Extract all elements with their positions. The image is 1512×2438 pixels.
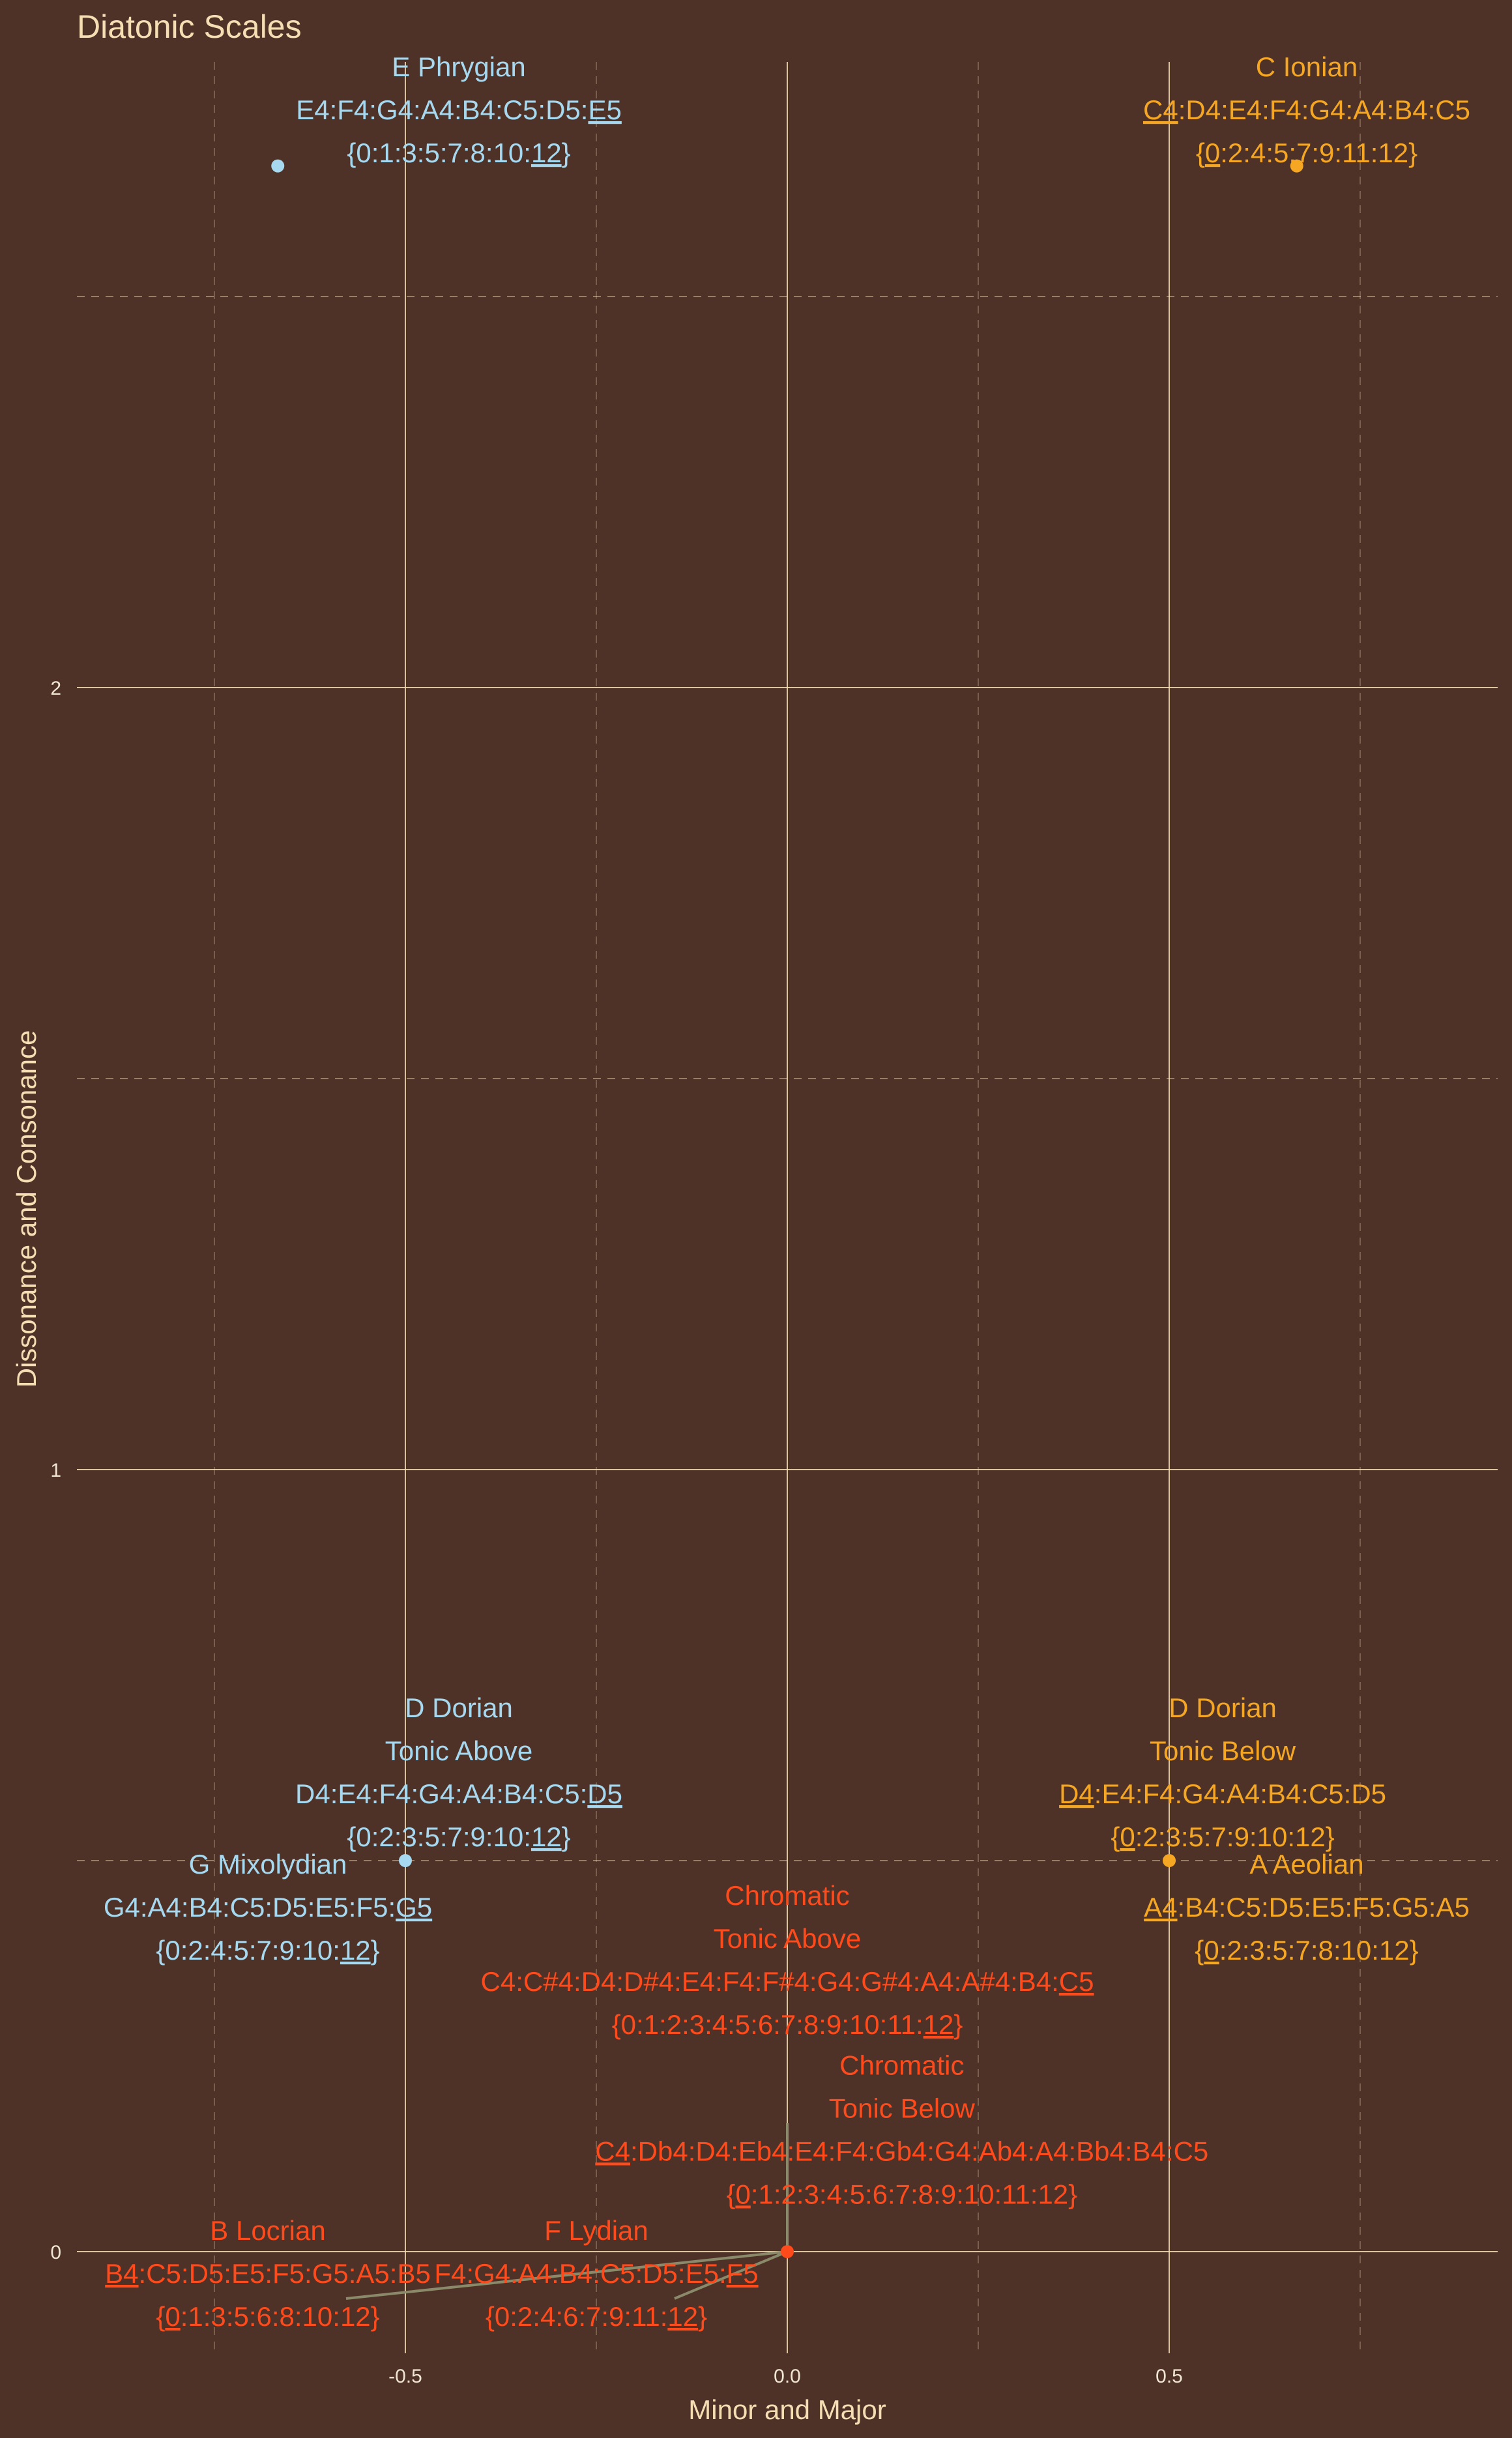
point-label-name: G Mixolydian [189,1849,347,1879]
y-tick-label: 1 [50,1460,61,1481]
point-label: G Mixolydian G4:A4:B4:C5:D5:E5:F5:G5 {0:2:… [104,1849,432,1966]
point-label-intervals: {0:2:4:5:7:9:10:12} [156,1935,379,1966]
data-point [781,2245,794,2258]
point-label: F Lydian F4:G4:A4:B4:C5:D5:E5:F5 {0:2:4:6:… [434,2215,758,2332]
point-label-intervals: {0:1:2:3:4:5:6:7:8:9:10:11:12} [726,2179,1077,2209]
point-label: E Phrygian E4:F4:G4:A4:B4:C5:D5:E5 {0:1:3:… [296,51,622,168]
label-connector [345,2250,788,2300]
point-label-intervals: {0:2:3:5:7:9:10:12} [1111,1821,1334,1852]
data-point [1163,1854,1176,1867]
axis-layer: -0.5 0.0 0.5 0 1 2 [50,678,1183,2387]
point-label-name: E Phrygian [392,51,525,82]
point-label-notes: E4:F4:G4:A4:B4:C5:D5:E5 [296,94,622,125]
point-layer [271,159,1303,2258]
point-label-intervals: {0:1:2:3:4:5:6:7:8:9:10:11:12} [612,2009,963,2040]
point-label-name: Tonic Above [385,1735,533,1766]
data-point [1290,159,1303,173]
point-label: Chromatic Tonic Below C4:Db4:D4:Eb4:E4:F4:… [595,2050,1208,2209]
data-point [398,1854,412,1867]
point-label-notes: C4:C#4:D4:D#4:E4:F4:F#4:G4:G#4:A4:A#4:B4… [481,1966,1094,1997]
point-label-notes: C4:Db4:D4:Eb4:E4:F4:Gb4:G4:Ab4:A4:Bb4:B4… [595,2136,1208,2166]
point-label-intervals: {0:1:3:5:7:8:10:12} [347,138,570,168]
point-label-intervals: {0:2:4:6:7:9:11:12} [486,2301,707,2332]
point-label-name: Chromatic [839,2050,964,2080]
point-label-name: A Aeolian [1249,1849,1363,1879]
point-label-name: B Locrian [210,2215,325,2246]
point-label-name: Tonic Above [714,1923,862,1954]
data-point [271,159,285,173]
point-label-name: Tonic Below [1150,1735,1296,1766]
label-connector [674,2250,788,2300]
point-label-notes: C4:D4:E4:F4:G4:A4:B4:C5 [1143,94,1470,125]
x-axis-title: Minor and Major [688,2394,886,2425]
point-label-name: D Dorian [1169,1692,1277,1723]
point-label-notes: D4:E4:F4:G4:A4:B4:C5:D5 [1059,1778,1386,1809]
point-label: Chromatic Tonic Above C4:C#4:D4:D#4:E4:F4:… [481,1880,1094,2040]
point-label: D Dorian Tonic Below D4:E4:F4:G4:A4:B4:C5:… [1059,1692,1386,1852]
point-label-intervals: {0:2:3:5:7:8:10:12} [1195,1935,1418,1966]
point-label-notes: B4:C5:D5:E5:F5:G5:A5:B5 [105,2258,431,2289]
point-label-notes: F4:G4:A4:B4:C5:D5:E5:F5 [434,2258,758,2289]
point-label: D Dorian Tonic Above D4:E4:F4:G4:A4:B4:C5:… [295,1692,622,1852]
point-label-notes: D4:E4:F4:G4:A4:B4:C5:D5 [295,1778,622,1809]
point-label: A Aeolian A4:B4:C5:D5:E5:F5:G5:A5 {0:2:3:5… [1144,1849,1470,1966]
point-label-intervals: {0:1:3:5:6:8:10:12} [156,2301,379,2332]
y-tick-label: 2 [50,678,61,699]
x-tick-label: -0.5 [388,2366,422,2387]
point-label-name: F Lydian [544,2215,648,2246]
chart-title: Diatonic Scales [77,8,302,45]
point-label-intervals: {0:2:4:5:7:9:11:12} [1196,138,1418,168]
x-tick-label: 0.0 [774,2366,801,2387]
x-tick-label: 0.5 [1156,2366,1183,2387]
y-tick-label: 0 [50,2242,61,2263]
y-axis-title: Dissonance and Consonance [11,1030,42,1388]
point-label-name: D Dorian [405,1692,513,1723]
label-layer: E Phrygian E4:F4:G4:A4:B4:C5:D5:E5 {0:1:3:… [104,51,1470,2332]
point-label-notes: A4:B4:C5:D5:E5:F5:G5:A5 [1144,1892,1470,1923]
point-label: C Ionian C4:D4:E4:F4:G4:A4:B4:C5 {0:2:4:5:… [1143,51,1470,168]
point-label: B Locrian B4:C5:D5:E5:F5:G5:A5:B5 {0:1:3:5… [105,2215,431,2332]
grid-layer [77,62,1498,2353]
point-label-name: Tonic Below [829,2093,976,2123]
segment-layer [345,2123,789,2300]
point-label-name: C Ionian [1256,51,1358,82]
point-label-intervals: {0:2:3:5:7:9:10:12} [347,1821,570,1852]
point-label-notes: G4:A4:B4:C5:D5:E5:F5:G5 [104,1892,432,1923]
point-label-name: Chromatic [725,1880,849,1911]
